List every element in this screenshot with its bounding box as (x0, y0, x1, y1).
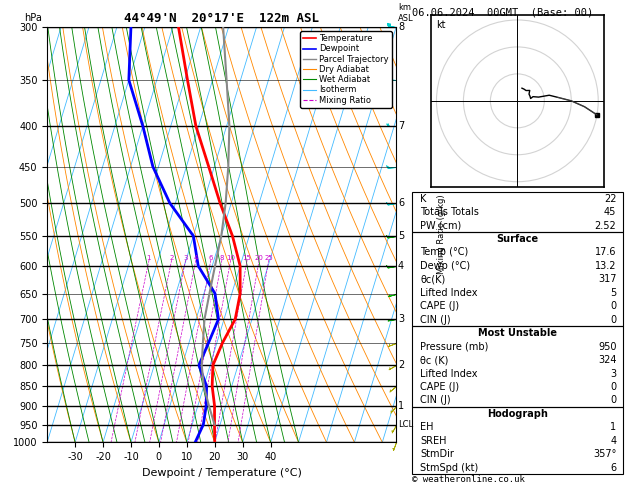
Text: 3: 3 (610, 368, 616, 379)
Text: 8: 8 (220, 255, 224, 261)
Text: CAPE (J): CAPE (J) (420, 301, 460, 312)
Text: © weatheronline.co.uk: © weatheronline.co.uk (412, 474, 525, 484)
Text: 317: 317 (598, 275, 616, 284)
Text: 25: 25 (264, 255, 273, 261)
Bar (412, 327, 623, 407)
Text: Lifted Index: Lifted Index (420, 368, 478, 379)
Text: Mixing Ratio (g/kg): Mixing Ratio (g/kg) (437, 195, 446, 274)
Text: Hodograph: Hodograph (487, 409, 548, 419)
Text: Most Unstable: Most Unstable (478, 328, 557, 338)
Text: km
ASL: km ASL (398, 3, 414, 22)
Text: 5: 5 (398, 231, 404, 241)
Text: 6: 6 (398, 198, 404, 208)
Text: 1: 1 (147, 255, 151, 261)
Text: 44°49'N  20°17'E  122m ASL: 44°49'N 20°17'E 122m ASL (124, 12, 320, 25)
Text: 2: 2 (398, 360, 404, 370)
Text: StmDir: StmDir (420, 449, 454, 459)
Text: 0: 0 (610, 301, 616, 312)
Text: 6: 6 (208, 255, 213, 261)
Text: 2.52: 2.52 (594, 221, 616, 230)
Text: CAPE (J): CAPE (J) (420, 382, 460, 392)
Text: 0: 0 (610, 315, 616, 325)
Text: 6: 6 (610, 463, 616, 473)
Text: 4: 4 (398, 261, 404, 271)
Text: 13.2: 13.2 (595, 261, 616, 271)
Text: 22: 22 (604, 194, 616, 204)
Text: PW (cm): PW (cm) (420, 221, 462, 230)
Text: SREH: SREH (420, 436, 447, 446)
Bar (412, 192, 623, 232)
Text: 0: 0 (610, 396, 616, 405)
Text: Temp (°C): Temp (°C) (420, 247, 469, 258)
Text: Lifted Index: Lifted Index (420, 288, 478, 298)
Text: 45: 45 (604, 207, 616, 217)
Text: Dewp (°C): Dewp (°C) (420, 261, 470, 271)
Text: LCL: LCL (398, 420, 413, 429)
Text: 4: 4 (194, 255, 198, 261)
Text: 2: 2 (169, 255, 174, 261)
Text: CIN (J): CIN (J) (420, 315, 451, 325)
Text: CIN (J): CIN (J) (420, 396, 451, 405)
Text: 8: 8 (398, 22, 404, 32)
Text: 17.6: 17.6 (595, 247, 616, 258)
Text: K: K (420, 194, 427, 204)
Text: Totals Totals: Totals Totals (420, 207, 479, 217)
Text: 4: 4 (610, 436, 616, 446)
Text: 0: 0 (610, 382, 616, 392)
Text: 10: 10 (226, 255, 235, 261)
Text: θᴄ (K): θᴄ (K) (420, 355, 449, 365)
Text: EH: EH (420, 422, 434, 433)
Text: 357°: 357° (593, 449, 616, 459)
Text: kt: kt (437, 20, 446, 30)
Text: 3: 3 (183, 255, 187, 261)
Text: 1: 1 (398, 401, 404, 411)
X-axis label: Dewpoint / Temperature (°C): Dewpoint / Temperature (°C) (142, 468, 302, 478)
Text: 06.06.2024  00GMT  (Base: 00): 06.06.2024 00GMT (Base: 00) (412, 7, 593, 17)
Text: 5: 5 (610, 288, 616, 298)
Text: StmSpd (kt): StmSpd (kt) (420, 463, 479, 473)
Text: Pressure (mb): Pressure (mb) (420, 342, 489, 352)
Bar (412, 232, 623, 327)
Text: 324: 324 (598, 355, 616, 365)
Text: 950: 950 (598, 342, 616, 352)
Text: 20: 20 (255, 255, 264, 261)
Text: 7: 7 (398, 121, 404, 131)
Legend: Temperature, Dewpoint, Parcel Trajectory, Dry Adiabat, Wet Adiabat, Isotherm, Mi: Temperature, Dewpoint, Parcel Trajectory… (300, 31, 392, 108)
Bar (412, 407, 623, 474)
Text: 3: 3 (398, 314, 404, 324)
Text: hPa: hPa (25, 13, 42, 22)
Text: 15: 15 (242, 255, 252, 261)
Text: θᴄ(K): θᴄ(K) (420, 275, 446, 284)
Text: Surface: Surface (496, 234, 538, 244)
Text: 1: 1 (610, 422, 616, 433)
